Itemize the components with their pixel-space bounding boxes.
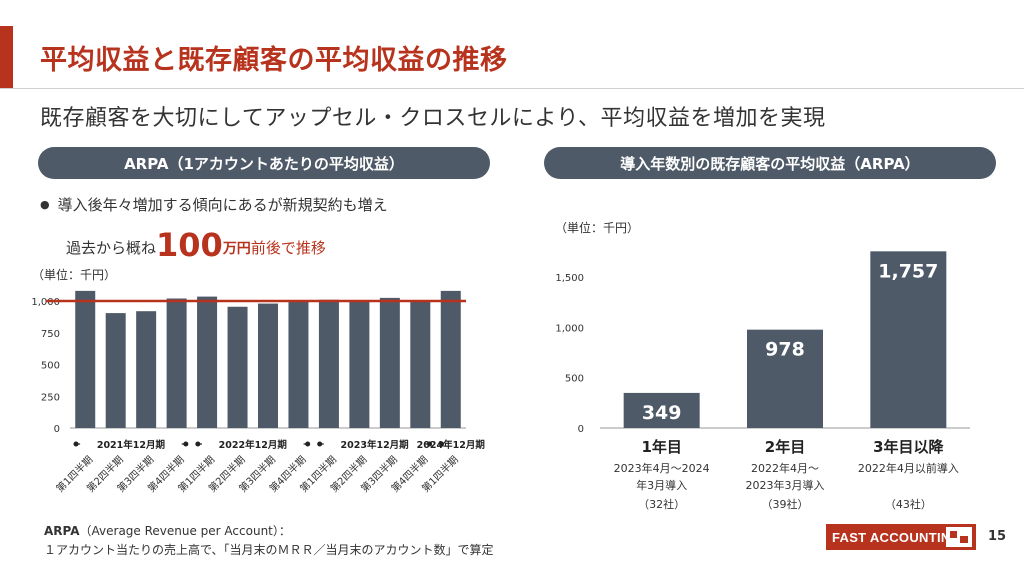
period-bracket-start	[317, 441, 323, 447]
bar	[318, 299, 339, 428]
logo-text: FAST ACCOUNTING	[832, 529, 961, 545]
left-chart-unit: （単位：千円）	[32, 268, 117, 282]
x-category-detail: （39社）	[762, 497, 809, 511]
bar	[349, 301, 370, 428]
bar	[379, 297, 400, 428]
bar	[227, 306, 248, 428]
y-tick-label: 0	[578, 424, 584, 435]
bar	[258, 303, 278, 428]
data-label: 1,757	[878, 260, 938, 282]
bar	[75, 290, 96, 428]
x-category-detail: 年3月導入	[636, 478, 687, 492]
period-bracket-start	[73, 441, 79, 447]
bullet-text-line1: 導入後年々増加する傾向にあるが新規契約も増え	[57, 196, 388, 214]
footnote-definition: （Average Revenue per Account）：	[79, 524, 291, 538]
period-group-label: 2021年12月期	[97, 439, 165, 451]
logo-mark-icon	[946, 527, 972, 547]
bullet-prefix: 過去から概ね	[66, 239, 157, 257]
bar	[105, 313, 126, 428]
bar	[870, 251, 947, 428]
period-bracket-end	[183, 441, 189, 447]
x-category-detail: （43社）	[885, 497, 932, 511]
left-bar-chart: 0 250 500 750 1,000 2021年12月期 2022年12月期 2023年12…	[31, 290, 485, 495]
data-label: 349	[642, 402, 682, 424]
page-title: 平均収益と既存顧客の平均収益の推移	[40, 45, 508, 76]
y-tick-label: 500	[41, 361, 60, 372]
period-bracket-end	[305, 441, 311, 447]
page-number: 15	[988, 529, 1007, 544]
right-bar-chart: 0 500 1,000 1,500 349 1年目 2023年4月～2024 年3月導入 （32…	[555, 251, 970, 511]
period-group-label: 2022年12月期	[219, 439, 287, 451]
bar	[440, 290, 461, 428]
bar	[747, 329, 823, 428]
left-chart-heading: ARPA（1アカウントあたりの平均収益）	[38, 147, 490, 179]
right-chart-unit: （単位：千円）	[555, 221, 640, 235]
y-tick-label: 0	[54, 424, 60, 435]
x-category-detail: 2023年3月導入	[746, 478, 825, 492]
x-category-detail: 2022年4月～	[751, 461, 819, 475]
bar	[410, 301, 431, 428]
footnote-line2: １アカウント当たりの売上高で、「当月末のＭＲＲ／当月末のアカウント数」で算定	[44, 542, 494, 557]
page-subtitle: 既存顧客を大切にしてアップセル・クロスセルにより、平均収益を増加を実現	[40, 106, 826, 131]
bar	[136, 311, 157, 428]
bullet-big-number: 100	[156, 226, 223, 264]
title-accent-bar	[0, 26, 13, 88]
footnote: ARPA（Average Revenue per Account）： １アカウン…	[44, 522, 494, 559]
bar	[166, 298, 187, 428]
y-tick-label: 1,500	[555, 273, 584, 284]
x-category-label: 3年目以降	[873, 438, 944, 456]
period-bracket-start	[439, 441, 445, 447]
period-group-label: 2024年12月期	[417, 439, 485, 451]
x-category-label: 1年目	[641, 438, 681, 456]
bullet-dot-icon: ●	[40, 198, 50, 211]
y-tick-label: 1,000	[31, 297, 60, 308]
right-chart-heading: 導入年数別の既存顧客の平均収益（ARPA）	[544, 147, 996, 179]
x-category-detail: 2023年4月～2024	[614, 461, 710, 475]
period-group-label: 2023年12月期	[341, 439, 409, 451]
y-tick-label: 750	[41, 329, 60, 340]
footnote-term: ARPA	[44, 524, 80, 538]
header-divider	[0, 88, 1024, 89]
bar	[197, 296, 218, 428]
x-category-detail: 2022年4月以前導入	[858, 461, 959, 475]
bullet-text-line2: 過去から概ね100万円前後で推移	[66, 226, 326, 264]
y-tick-label: 250	[41, 392, 60, 403]
period-bracket-start	[195, 441, 201, 447]
bullet-suffix: 前後で推移	[250, 239, 326, 257]
bullet-point: ● 導入後年々増加する傾向にあるが新規契約も増え	[40, 196, 388, 215]
bar	[623, 392, 700, 428]
company-logo: FAST ACCOUNTING	[826, 524, 976, 550]
bar	[288, 301, 309, 428]
x-category-label: 2年目	[765, 438, 805, 456]
x-category-detail: （32社）	[638, 497, 685, 511]
data-label: 978	[765, 339, 805, 361]
y-tick-label: 1,000	[555, 323, 584, 334]
bullet-big-unit: 万円	[222, 241, 251, 257]
period-bracket-end	[427, 441, 433, 447]
y-tick-label: 500	[565, 374, 584, 385]
